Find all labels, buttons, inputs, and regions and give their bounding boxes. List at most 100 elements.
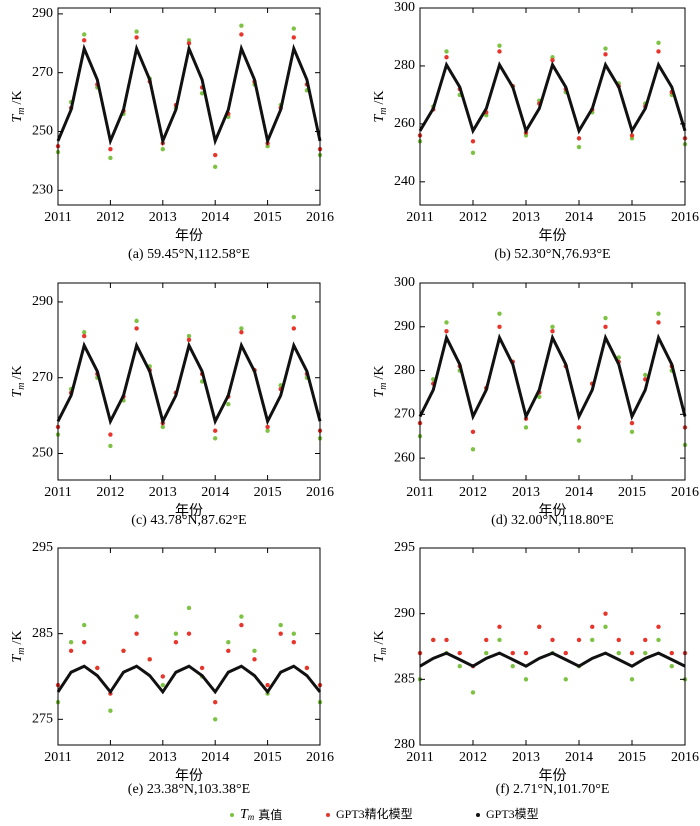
data-point bbox=[252, 657, 257, 662]
x-axis-label: 年份 bbox=[539, 503, 567, 519]
data-point bbox=[444, 49, 449, 54]
data-point bbox=[239, 330, 244, 335]
y-label-unit: /K bbox=[372, 630, 387, 644]
legend-name: GPT3精化模型 bbox=[336, 807, 413, 821]
data-point bbox=[603, 324, 608, 329]
y-tick-label: 280 bbox=[394, 363, 415, 378]
data-point bbox=[134, 29, 139, 34]
plot-frame bbox=[57, 282, 321, 481]
plot-frame bbox=[57, 547, 321, 746]
y-tick-label: 285 bbox=[32, 626, 53, 641]
data-point bbox=[470, 150, 476, 156]
data-point bbox=[121, 648, 126, 653]
data-point bbox=[523, 650, 529, 656]
data-point bbox=[239, 32, 244, 37]
x-tick-label: 2014 bbox=[565, 485, 593, 500]
data-point bbox=[484, 637, 489, 643]
data-point bbox=[656, 40, 661, 45]
panel-caption: (f) 2.71°N,101.70°E bbox=[496, 782, 610, 797]
data-point bbox=[213, 152, 218, 158]
x-tick-label: 2013 bbox=[149, 485, 177, 500]
plot-frame bbox=[419, 282, 686, 481]
y-tick-label: 295 bbox=[32, 540, 53, 555]
x-tick-label: 2014 bbox=[565, 210, 593, 225]
x-tick-label: 2011 bbox=[406, 750, 433, 765]
data-point bbox=[82, 333, 87, 339]
data-point bbox=[576, 637, 582, 643]
data-point bbox=[669, 650, 674, 656]
y-label-symbol: T bbox=[372, 114, 387, 123]
data-point bbox=[108, 432, 113, 437]
data-point bbox=[186, 605, 192, 611]
data-point bbox=[82, 330, 87, 335]
y-tick-label: 260 bbox=[394, 450, 415, 465]
y-tick-label: 290 bbox=[394, 606, 415, 621]
data-point bbox=[173, 631, 179, 636]
data-point bbox=[550, 637, 555, 643]
y-label-unit: /K bbox=[372, 365, 387, 379]
data-point bbox=[431, 637, 436, 643]
data-point bbox=[278, 631, 283, 636]
data-point bbox=[550, 328, 555, 334]
x-tick-label: 2016 bbox=[671, 485, 699, 500]
data-point bbox=[616, 650, 621, 656]
panel-caption: (d) 32.00°N,118.80°E bbox=[491, 513, 614, 528]
data-point bbox=[291, 314, 296, 320]
x-tick-label: 2014 bbox=[201, 210, 229, 225]
x-tick-label: 2015 bbox=[254, 750, 282, 765]
data-point bbox=[226, 640, 231, 645]
data-point bbox=[590, 624, 595, 629]
data-point bbox=[656, 320, 661, 325]
x-tick-label: 2012 bbox=[96, 750, 124, 765]
data-point bbox=[134, 326, 139, 331]
panel: 2011 2012 2013 2014 2015 2016 240 260 280 300 年份 Tm… bbox=[372, 0, 699, 262]
data-point bbox=[576, 144, 582, 150]
y-tick-label: 250 bbox=[32, 446, 53, 461]
data-point bbox=[186, 631, 192, 636]
data-point bbox=[497, 311, 502, 316]
legend-label: GPT3模型 bbox=[486, 807, 539, 821]
x-tick-label: 2015 bbox=[618, 210, 646, 225]
y-tick-label: 260 bbox=[394, 116, 415, 131]
y-tick-label: 275 bbox=[32, 712, 53, 727]
data-point bbox=[108, 443, 113, 449]
data-point bbox=[470, 690, 476, 695]
panel: 2011 2012 2013 2014 2015 2016 275 285 295 年份 Tm/K (… bbox=[10, 540, 334, 797]
data-point bbox=[265, 424, 270, 430]
model-line bbox=[419, 651, 686, 668]
data-point bbox=[226, 402, 231, 407]
data-point bbox=[497, 324, 502, 329]
data-point bbox=[160, 674, 165, 679]
model-line bbox=[56, 341, 322, 426]
y-label-sub: m bbox=[378, 647, 389, 654]
data-point bbox=[239, 326, 244, 331]
data-point bbox=[239, 614, 244, 619]
data-point bbox=[616, 355, 621, 360]
data-point bbox=[226, 648, 231, 653]
data-point bbox=[643, 637, 648, 643]
data-point bbox=[470, 429, 476, 435]
data-point bbox=[669, 664, 674, 669]
panel: 2011 2012 2013 2014 2015 2016 280 285 290 295 年份 Tm… bbox=[372, 540, 699, 797]
data-point bbox=[108, 155, 113, 161]
data-point bbox=[134, 35, 139, 40]
data-point bbox=[186, 333, 192, 339]
y-label-symbol: T bbox=[372, 654, 387, 663]
y-label-symbol: T bbox=[10, 114, 25, 123]
data-point bbox=[213, 164, 218, 169]
data-point bbox=[497, 624, 502, 629]
data-point bbox=[265, 682, 270, 688]
panel: 2011 2012 2013 2014 2015 2016 250 270 290 年份 Tm/K (… bbox=[10, 282, 334, 528]
x-tick-label: 2015 bbox=[254, 210, 282, 225]
model-line bbox=[56, 43, 322, 146]
data-point bbox=[484, 650, 489, 656]
data-point bbox=[537, 624, 542, 629]
data-point bbox=[239, 23, 244, 28]
data-point bbox=[629, 429, 635, 435]
data-point bbox=[457, 650, 462, 656]
data-point bbox=[656, 624, 661, 629]
data-point bbox=[523, 425, 529, 430]
y-label-unit: /K bbox=[10, 630, 25, 644]
plot-frame bbox=[419, 547, 686, 746]
